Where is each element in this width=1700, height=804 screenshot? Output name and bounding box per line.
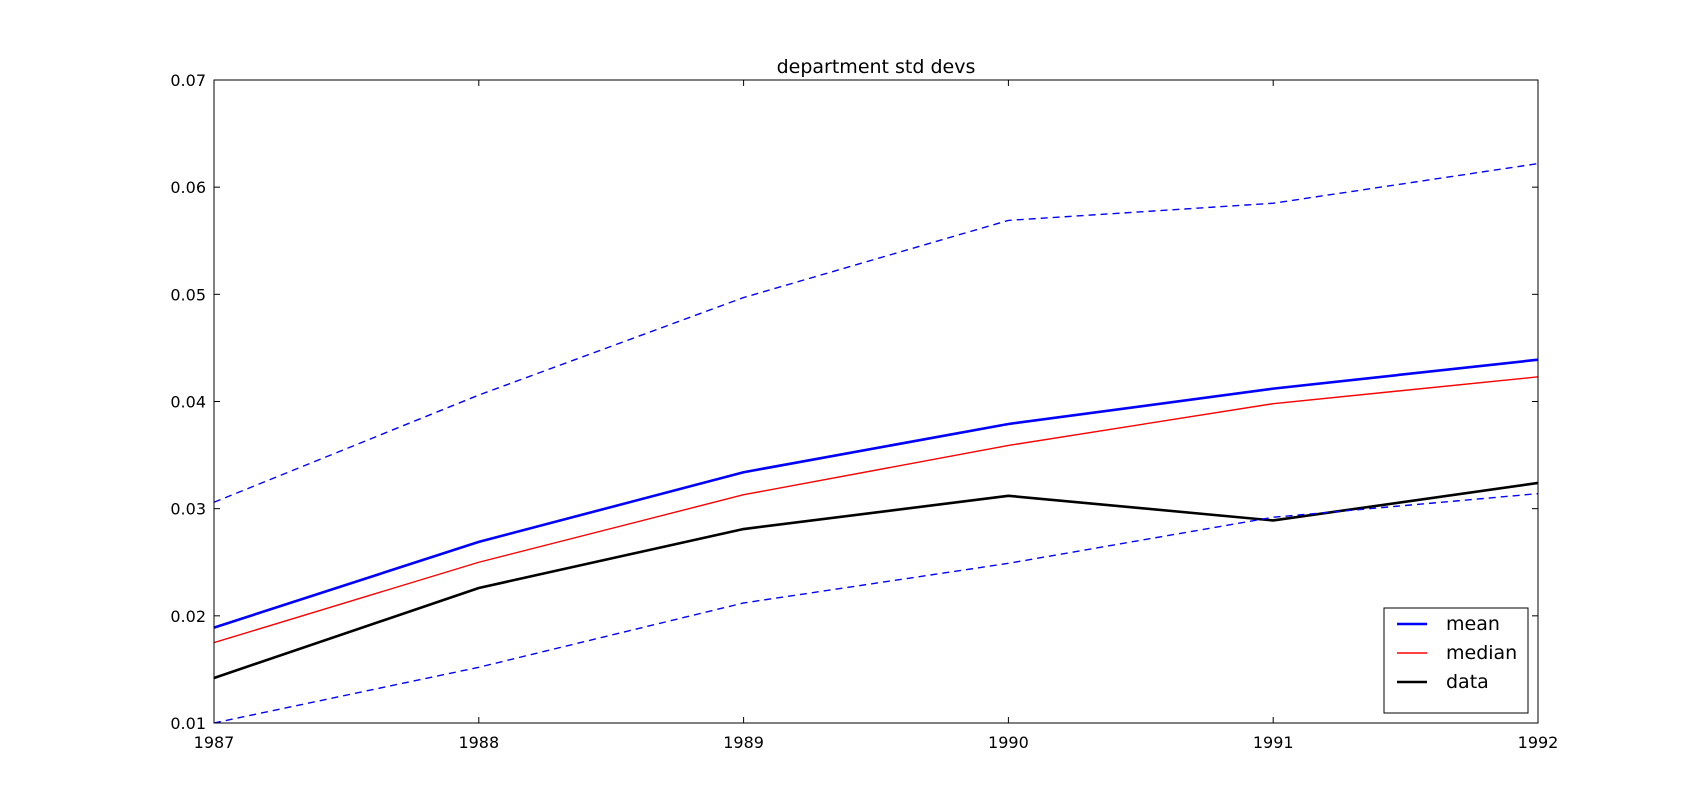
y-tick-label: 0.03 [170, 500, 206, 519]
y-tick-label: 0.02 [170, 607, 206, 626]
series-line-median [214, 376, 1538, 644]
y-tick-label: 0.05 [170, 285, 206, 304]
x-tick-label: 1992 [1518, 733, 1559, 752]
x-tick-label: 1989 [723, 733, 764, 752]
x-tick-label: 1987 [194, 733, 235, 752]
y-tick-label: 0.04 [170, 393, 206, 412]
y-tick-label: 0.06 [170, 178, 206, 197]
lower-band-line [214, 492, 1538, 723]
upper-band-line [214, 162, 1538, 503]
chart-title: department std devs [777, 56, 976, 78]
y-tick-label: 0.01 [170, 714, 206, 733]
x-tick-label: 1990 [988, 733, 1029, 752]
y-tick-label: 0.07 [170, 71, 206, 90]
legend-label-mean: mean [1446, 613, 1500, 635]
series-line-data [214, 481, 1538, 680]
legend-box [1383, 607, 1529, 714]
legend-label-median: median [1446, 642, 1517, 664]
legend-label-data: data [1446, 671, 1489, 693]
series-line-mean [214, 358, 1538, 629]
x-tick-label: 1991 [1253, 733, 1294, 752]
legend: mean median data [1383, 607, 1529, 714]
series-group [214, 162, 1538, 723]
plot-frame [213, 79, 1539, 724]
x-tick-label: 1988 [458, 733, 499, 752]
